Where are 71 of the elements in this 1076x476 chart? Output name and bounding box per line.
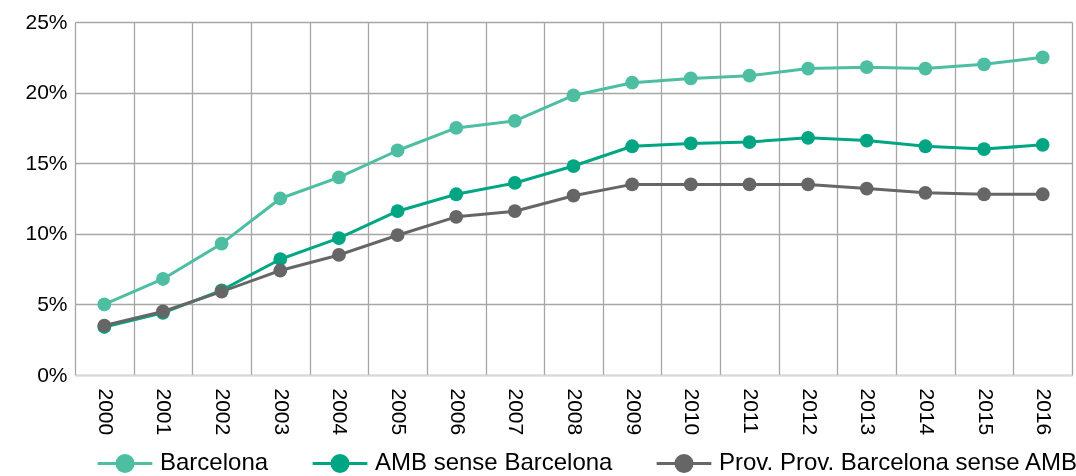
x-tick-label: 2012 [798,388,822,436]
point [1035,137,1050,152]
y-tick-label: 15% [25,150,68,174]
point [1035,50,1050,65]
x-tick-label: 2014 [915,388,939,436]
point [859,133,874,148]
point [566,159,581,173]
point [625,75,640,90]
point [801,130,815,145]
y-tick-label: 10% [25,221,68,245]
point [683,177,698,192]
point [214,236,229,251]
point [859,60,874,75]
point [449,187,464,202]
point [625,177,640,192]
point [507,204,522,219]
point [801,61,815,76]
point [449,209,464,224]
point [742,135,757,149]
x-tick-label: 2009 [622,388,646,436]
point [977,142,991,156]
x-tick-label: 2003 [270,388,294,436]
point [97,297,112,312]
point [390,204,405,219]
x-tick-label: 2001 [153,388,177,436]
point [507,176,522,190]
point [449,121,464,135]
point [859,181,874,196]
point [390,228,405,243]
x-tick-label: 2008 [564,388,587,436]
legend-label: Prov. Prov. Barcelona sense AMB [719,448,1076,476]
point [332,170,346,185]
y-tick-label: 5% [37,291,68,315]
point [332,248,346,262]
x-tick-label: 2000 [94,388,118,436]
x-tick-label: 2010 [681,388,705,436]
point [507,113,522,128]
x-tick-label: 2002 [212,388,236,436]
point [742,177,757,192]
x-tick-label: 2005 [388,388,412,436]
y-tick-label: 20% [25,80,68,104]
x-tick-label: 2015 [974,388,998,436]
legend-label: Barcelona [160,448,269,476]
point [977,57,991,72]
legend-label: AMB sense Barcelona [375,448,614,476]
point [801,177,815,192]
point [332,231,346,245]
x-tick-label: 2011 [739,388,763,434]
point [273,191,288,206]
point [918,185,933,200]
point [625,139,640,154]
x-tick-label: 2013 [857,388,881,436]
x-tick-label: 2004 [329,388,353,436]
x-tick-label: 2006 [446,388,470,436]
point [1035,187,1050,202]
point [273,263,288,278]
point [918,61,933,76]
y-tick-label: 25% [25,9,68,33]
point [977,187,991,202]
y-tick-label: 0% [37,362,68,386]
point [918,139,933,154]
point [156,272,170,286]
point [683,71,698,86]
x-tick-label: 2007 [505,388,529,436]
point [273,252,288,267]
point [566,188,581,203]
point [742,68,757,83]
x-tick-label: 2016 [1033,388,1057,436]
point [683,136,698,151]
point [566,88,581,103]
point [390,143,405,158]
